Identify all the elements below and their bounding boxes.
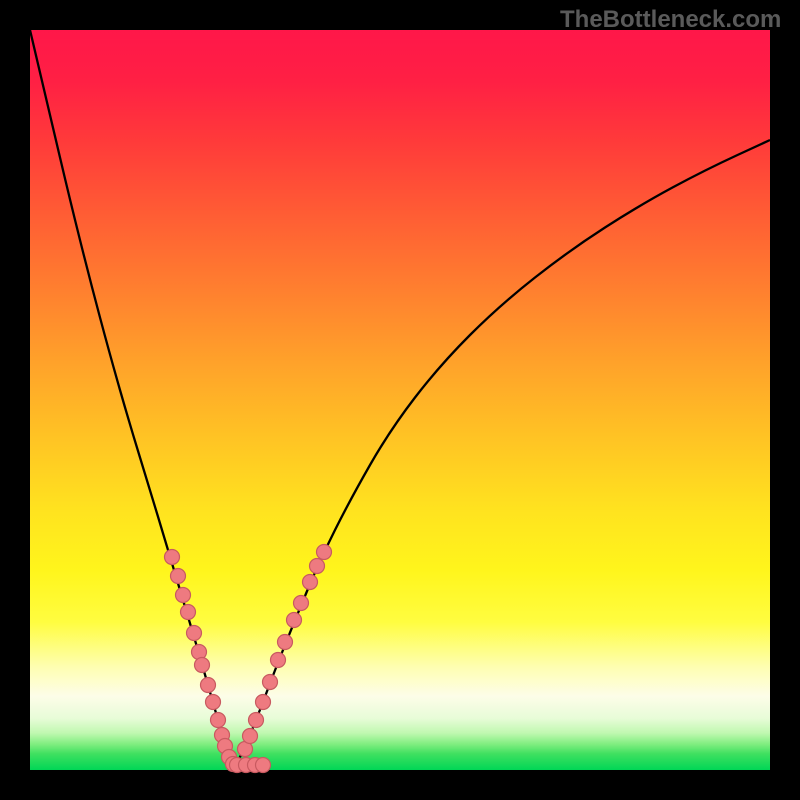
- data-marker: [271, 653, 286, 668]
- data-marker: [206, 695, 221, 710]
- data-markers: [165, 545, 332, 773]
- data-marker: [211, 713, 226, 728]
- data-marker: [171, 569, 186, 584]
- data-marker: [176, 588, 191, 603]
- data-marker: [181, 605, 196, 620]
- data-marker: [256, 695, 271, 710]
- data-marker: [187, 626, 202, 641]
- right-bottleneck-curve: [235, 140, 770, 765]
- watermark-text: TheBottleneck.com: [560, 6, 781, 34]
- data-marker: [287, 613, 302, 628]
- data-marker: [278, 635, 293, 650]
- data-marker: [256, 758, 271, 773]
- curve-layer: [0, 0, 800, 800]
- data-marker: [294, 596, 309, 611]
- data-marker: [303, 575, 318, 590]
- data-marker: [243, 729, 258, 744]
- data-marker: [310, 559, 325, 574]
- data-marker: [201, 678, 216, 693]
- chart-container: TheBottleneck.com: [0, 0, 800, 800]
- data-marker: [263, 675, 278, 690]
- data-marker: [165, 550, 180, 565]
- data-marker: [249, 713, 264, 728]
- data-marker: [195, 658, 210, 673]
- data-marker: [317, 545, 332, 560]
